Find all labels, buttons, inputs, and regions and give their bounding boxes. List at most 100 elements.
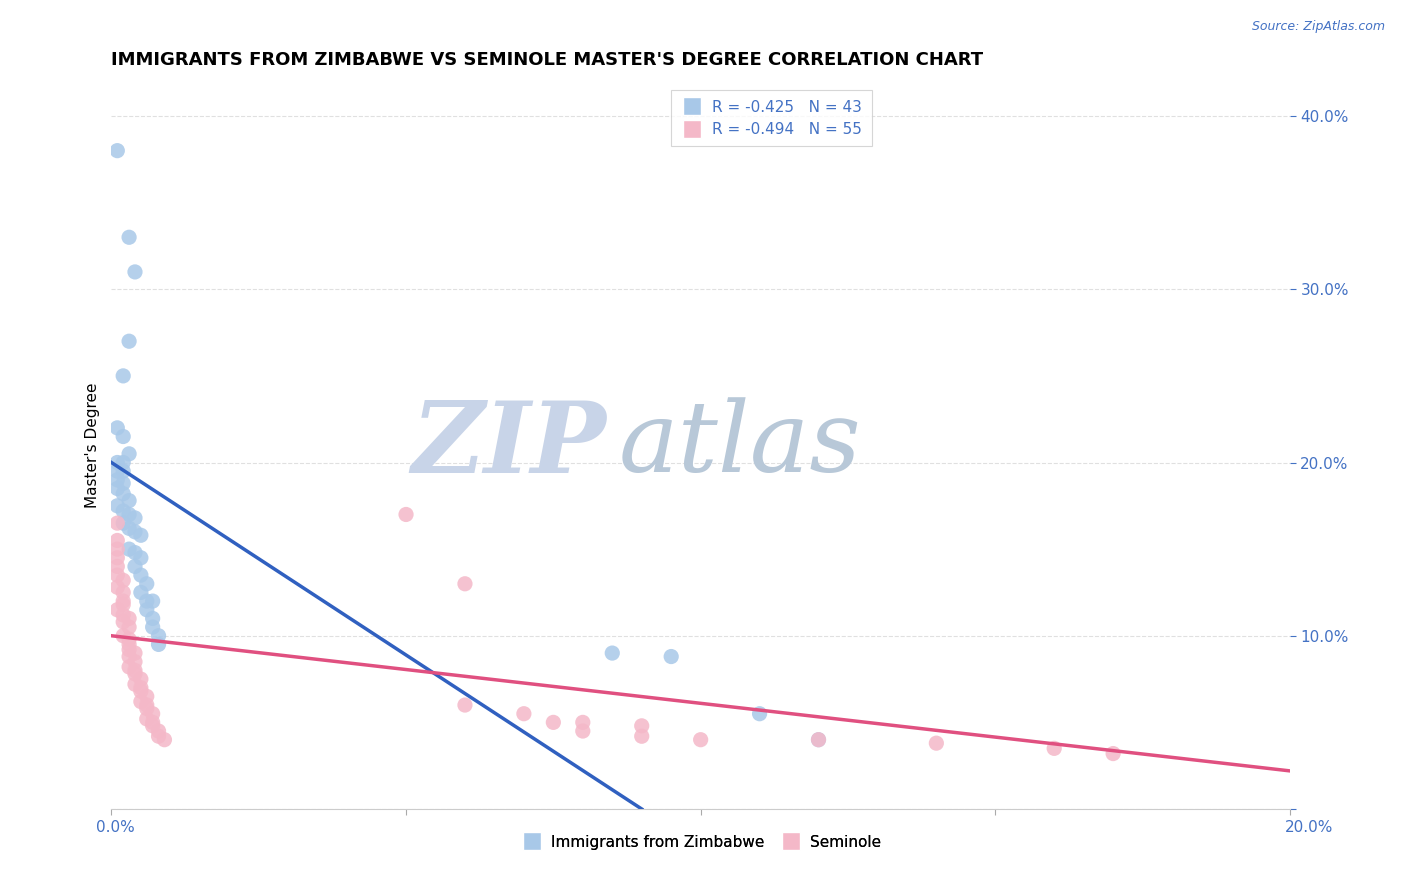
Point (689, 732, 711, 747)
Point (105, 550, 128, 565)
Point (142, 719, 165, 733)
Point (112, 598, 135, 612)
Point (1102, 747, 1125, 761)
Point (135, 698, 157, 712)
Point (129, 550, 152, 565)
Point (118, 649, 141, 664)
Point (148, 729, 170, 743)
Point (112, 486, 135, 500)
Point (129, 585, 152, 599)
Point (112, 574, 135, 588)
Point (148, 637, 170, 651)
Point (129, 672, 152, 686)
Point (1043, 741, 1066, 756)
Point (124, 677, 146, 691)
Point (124, 545, 146, 559)
Point (112, 504, 135, 518)
Point (112, 429, 135, 443)
Y-axis label: Master's Degree: Master's Degree (86, 383, 100, 508)
Point (118, 542, 141, 557)
Text: ZIP: ZIP (412, 397, 606, 493)
Text: IMMIGRANTS FROM ZIMBABWE VS SEMINOLE MASTER'S DEGREE CORRELATION CHART: IMMIGRANTS FROM ZIMBABWE VS SEMINOLE MAS… (111, 51, 984, 69)
Point (105, 516, 128, 530)
Point (112, 585, 135, 599)
Text: 20.0%: 20.0% (1285, 821, 1333, 835)
Point (630, 719, 652, 733)
Point (600, 646, 623, 660)
Point (124, 666, 146, 681)
Point (118, 660, 141, 674)
Point (142, 594, 165, 608)
Text: Source: ZipAtlas.com: Source: ZipAtlas.com (1251, 20, 1385, 33)
Point (135, 603, 157, 617)
Point (124, 265, 146, 279)
Point (124, 559, 146, 574)
Point (395, 508, 418, 522)
Point (118, 230, 141, 244)
Point (124, 511, 146, 525)
Point (118, 642, 141, 657)
Point (807, 732, 830, 747)
Point (112, 629, 135, 643)
Point (105, 421, 128, 435)
Point (118, 334, 141, 349)
Point (105, 464, 128, 478)
Point (807, 732, 830, 747)
Point (105, 568, 128, 582)
Point (454, 576, 477, 591)
Point (142, 715, 165, 730)
Point (118, 521, 141, 535)
Point (572, 715, 595, 730)
Point (105, 580, 128, 594)
Point (105, 482, 128, 496)
Point (105, 499, 128, 513)
Point (124, 664, 146, 678)
Point (112, 607, 135, 622)
Point (124, 655, 146, 669)
Point (124, 524, 146, 539)
Point (112, 476, 135, 491)
Point (105, 144, 128, 158)
Point (118, 632, 141, 647)
Point (112, 368, 135, 383)
Point (112, 455, 135, 469)
Point (543, 715, 565, 730)
Point (105, 473, 128, 487)
Point (142, 611, 165, 625)
Point (118, 508, 141, 522)
Point (118, 620, 141, 634)
Point (118, 611, 141, 625)
Text: 0.0%: 0.0% (96, 821, 135, 835)
Point (129, 684, 152, 698)
Point (135, 594, 157, 608)
Point (112, 594, 135, 608)
Point (153, 732, 176, 747)
Point (105, 455, 128, 469)
Point (148, 629, 170, 643)
Point (135, 690, 157, 704)
Point (659, 649, 682, 664)
Point (748, 706, 770, 721)
Point (135, 701, 157, 715)
Point (118, 447, 141, 461)
Point (105, 603, 128, 617)
Point (129, 695, 152, 709)
Text: atlas: atlas (619, 398, 860, 492)
Point (124, 646, 146, 660)
Point (105, 533, 128, 548)
Point (129, 681, 152, 695)
Point (142, 620, 165, 634)
Point (105, 542, 128, 557)
Point (105, 559, 128, 574)
Point (135, 576, 157, 591)
Point (118, 637, 141, 651)
Point (135, 712, 157, 726)
Point (454, 698, 477, 712)
Point (112, 464, 135, 478)
Point (630, 729, 652, 743)
Point (112, 516, 135, 530)
Point (129, 568, 152, 582)
Legend: Immigrants from Zimbabwe, Seminole: Immigrants from Zimbabwe, Seminole (515, 829, 887, 856)
Point (148, 724, 170, 739)
Point (112, 615, 135, 629)
